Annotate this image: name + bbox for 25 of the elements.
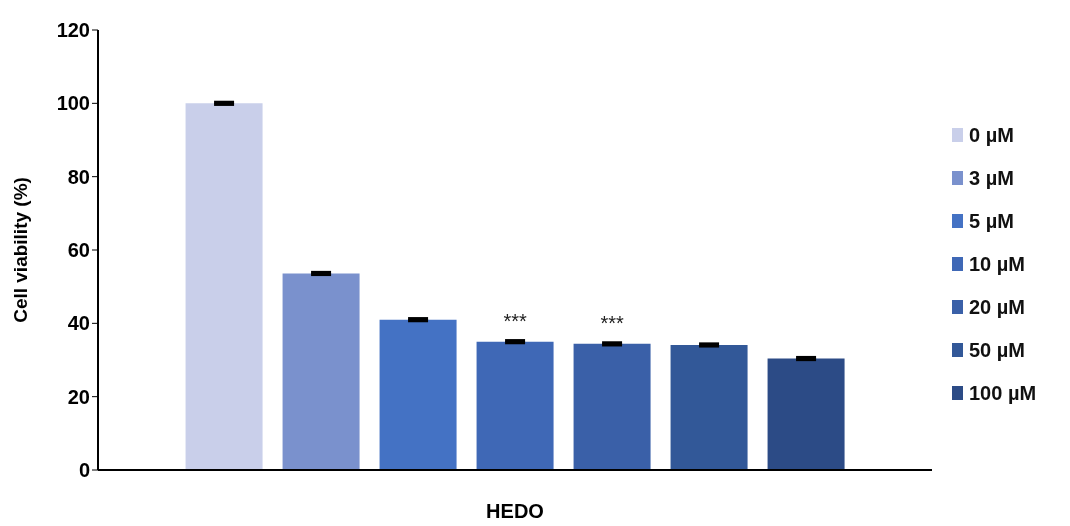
x-axis-title: HEDO bbox=[486, 500, 544, 522]
legend-label: 100 µM bbox=[969, 381, 1037, 405]
y-axis-title: Cell viability (%) bbox=[9, 177, 31, 323]
bar bbox=[670, 344, 748, 470]
y-tick-label: 120 bbox=[56, 19, 90, 42]
bar bbox=[476, 341, 554, 470]
y-tick-label: 0 bbox=[78, 459, 90, 482]
legend-label: 3 µM bbox=[969, 166, 1014, 190]
legend-label: 20 µM bbox=[969, 295, 1025, 319]
legend-label: 50 µM bbox=[969, 338, 1025, 362]
legend-label: 5 µM bbox=[969, 209, 1014, 233]
y-tick-label: 80 bbox=[67, 165, 90, 188]
bar bbox=[767, 358, 845, 470]
data-label: *** bbox=[503, 309, 527, 332]
y-tick-label: 20 bbox=[67, 385, 90, 408]
data-label: *** bbox=[600, 311, 624, 334]
y-tick-label: 60 bbox=[67, 239, 90, 262]
legend-label: 0 µM bbox=[969, 123, 1014, 147]
bar bbox=[379, 319, 457, 470]
bar bbox=[573, 343, 651, 470]
bar bbox=[185, 103, 263, 470]
bar bbox=[282, 273, 360, 470]
y-tick-label: 100 bbox=[56, 92, 90, 115]
legend-label: 10 µM bbox=[969, 252, 1025, 276]
y-tick-label: 40 bbox=[67, 312, 90, 335]
